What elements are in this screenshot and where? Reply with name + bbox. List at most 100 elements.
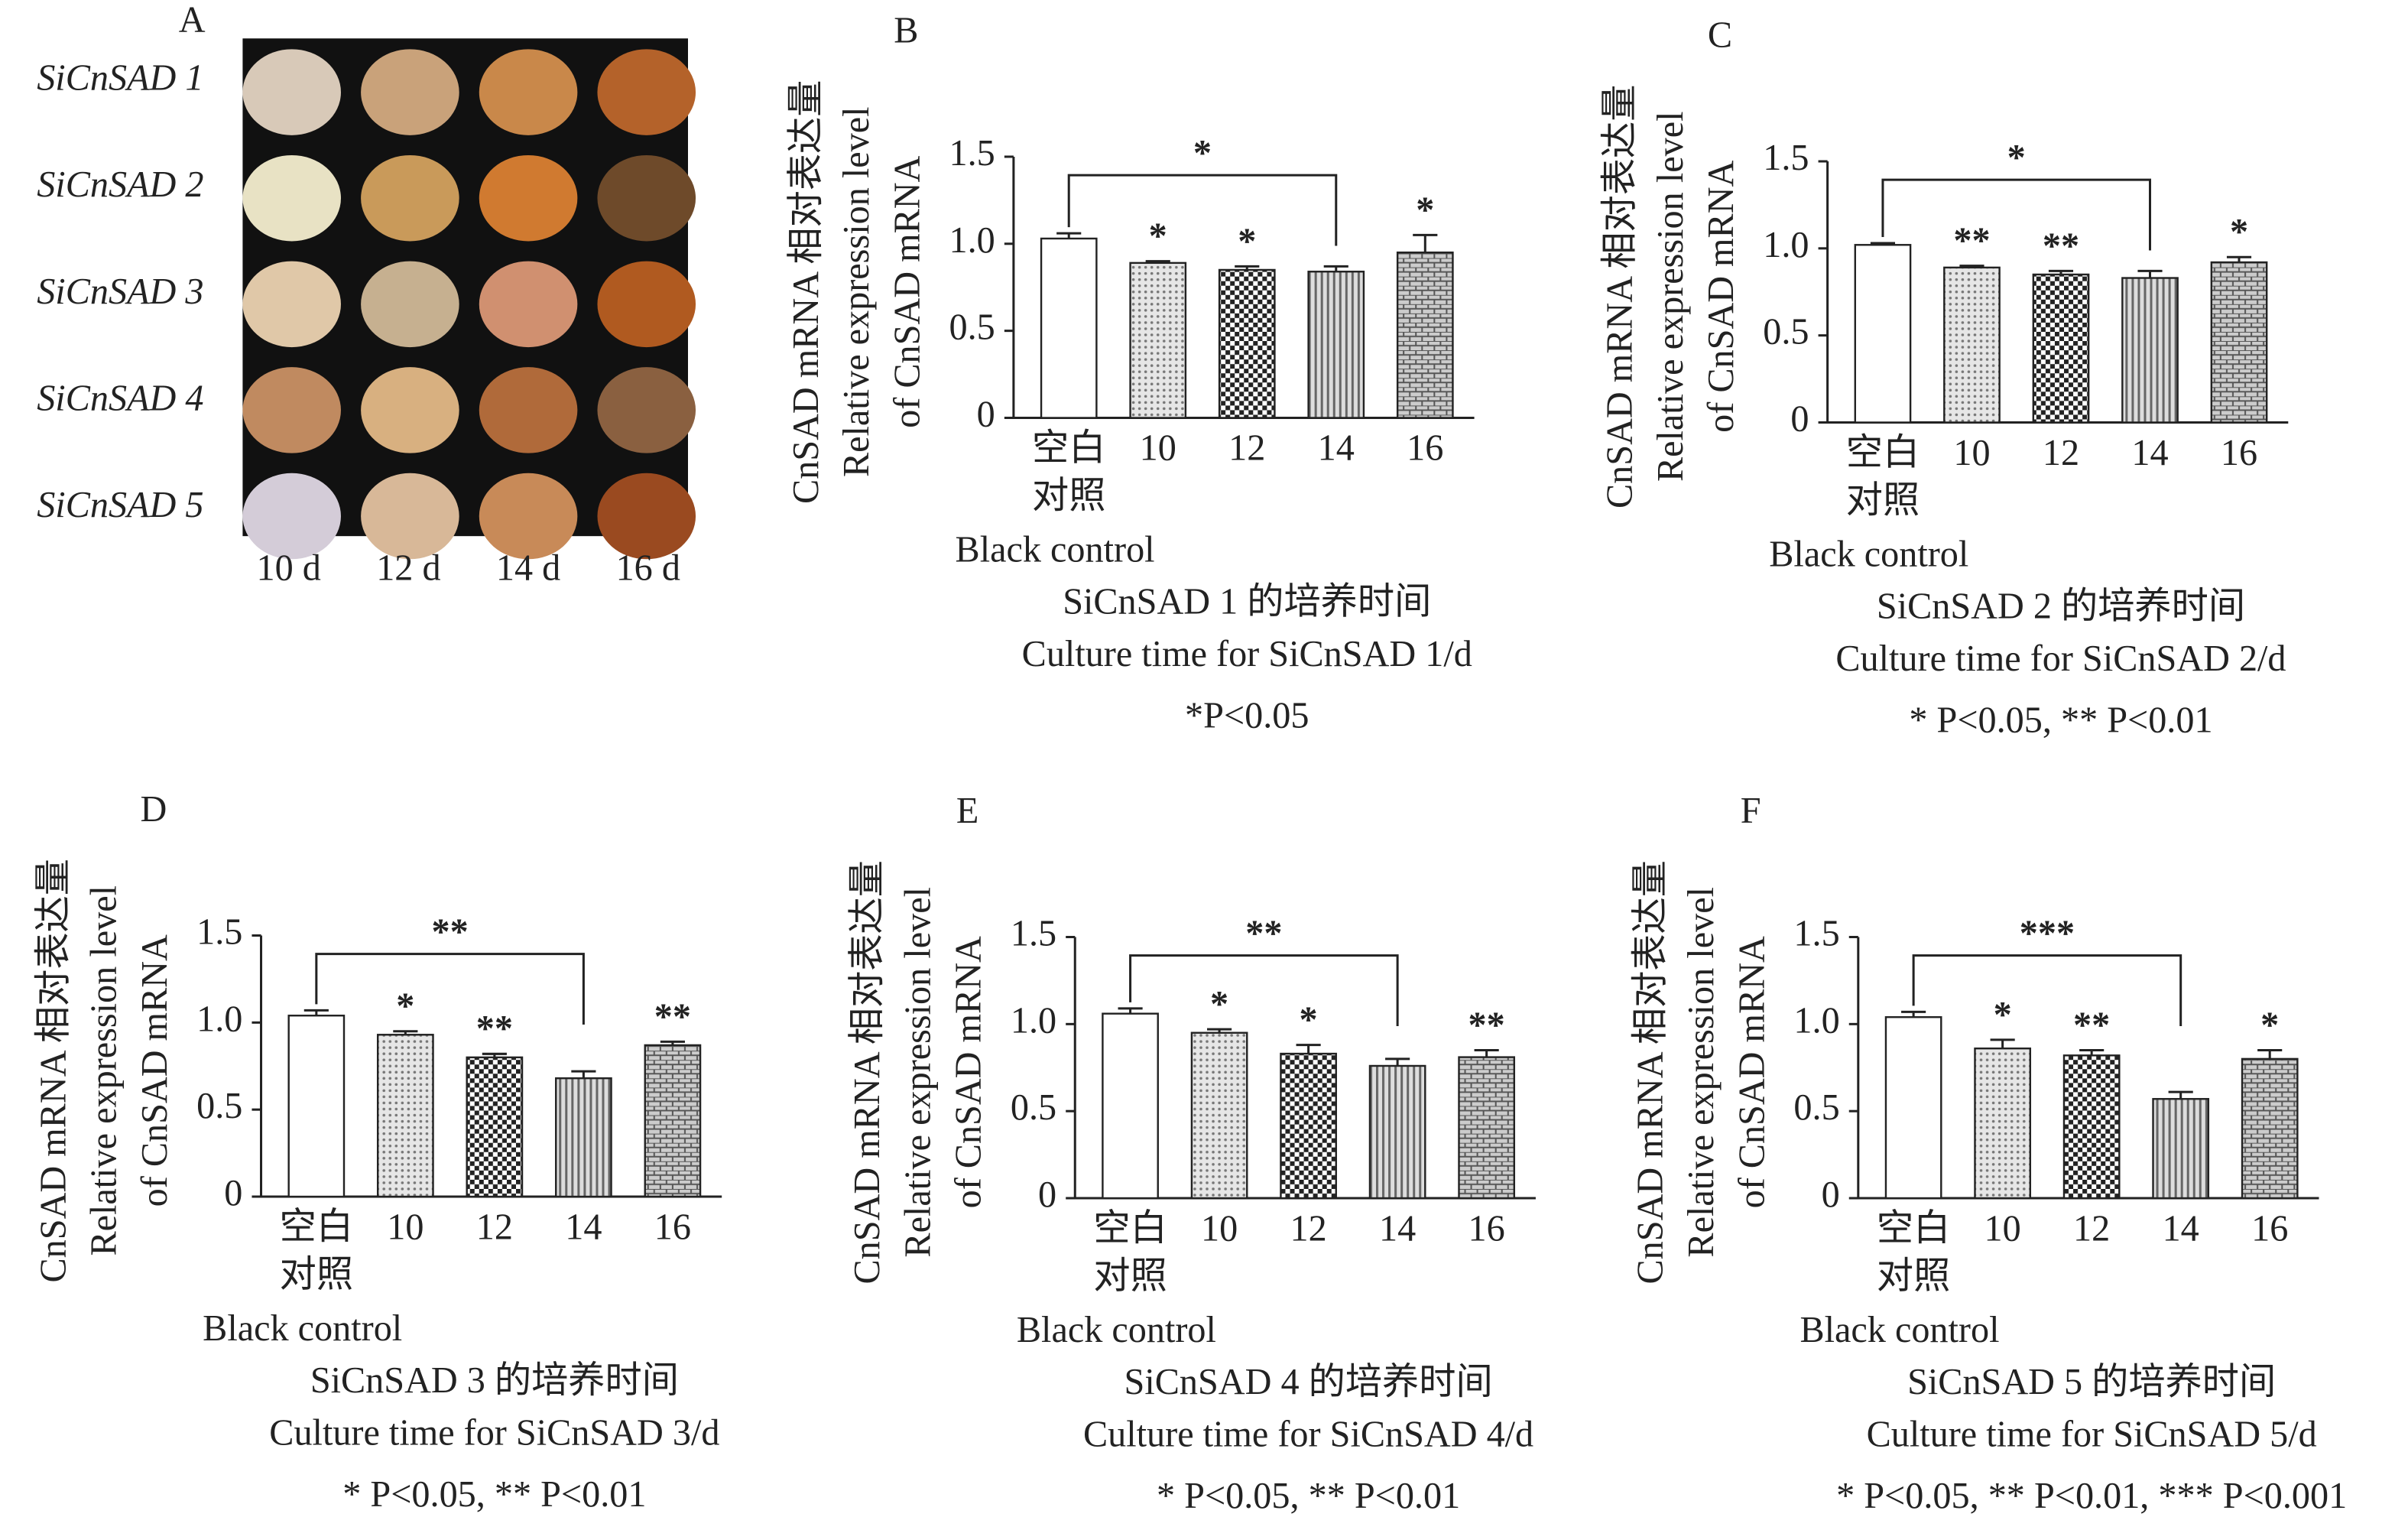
photo-sample <box>242 261 341 348</box>
significance-label: ** <box>1953 221 1990 261</box>
row-label: SiCnSAD 1 <box>37 58 203 99</box>
photo-sample <box>597 154 696 242</box>
photo-sample <box>597 473 696 560</box>
photo-sample <box>479 154 578 242</box>
y-axis-label: CnSAD mRNA 相对表达量 <box>786 80 826 504</box>
panel-letter: A <box>179 0 206 40</box>
photo-sample <box>361 261 459 348</box>
y-axis-label: of CnSAD mRNA <box>1701 160 1741 432</box>
bar <box>287 1015 346 1198</box>
photo <box>242 49 696 560</box>
x-axis-label: Culture time for SiCnSAD 1/d <box>1022 634 1472 674</box>
y-tick-label: 0 <box>1790 399 1809 440</box>
x-axis-label: SiCnSAD 1 的培养时间 <box>1063 582 1431 622</box>
bar <box>2032 273 2090 424</box>
y-tick-label: 0 <box>224 1173 242 1213</box>
x-axis-label: Culture time for SiCnSAD 4/d <box>1083 1414 1533 1454</box>
error-bar <box>1870 242 1896 245</box>
panel-letter: E <box>956 791 978 831</box>
photo-sample <box>242 49 341 135</box>
bar <box>1218 268 1276 419</box>
row-label: SiCnSAD 3 <box>37 271 203 312</box>
x-tick-label: 12 <box>2043 433 2079 473</box>
error-bar <box>1901 1010 1926 1018</box>
error-bar <box>2257 1048 2283 1059</box>
photo-sample <box>242 154 341 242</box>
footnote: * P<0.05, ** P<0.01 <box>342 1474 646 1515</box>
x-tick-label: 16 <box>654 1207 691 1247</box>
error-bar <box>1385 1057 1410 1066</box>
column-label: 10 d <box>256 547 320 588</box>
y-axis-label: Relative expression level <box>84 885 125 1256</box>
panel-letter: B <box>894 10 918 50</box>
bar <box>2210 261 2268 424</box>
x-axis-label: Culture time for SiCnSAD 5/d <box>1867 1414 2317 1454</box>
significance-label: ** <box>476 1009 513 1049</box>
y-tick-label: 1.5 <box>949 133 995 174</box>
x-tick-label: 10 <box>1201 1208 1238 1249</box>
x-tick-label: 10 <box>387 1207 424 1247</box>
bar <box>2062 1054 2121 1200</box>
bracket-label: *** <box>2020 914 2075 954</box>
y-axis-label: of CnSAD mRNA <box>1731 936 1772 1208</box>
significance-bracket <box>1067 174 1338 246</box>
x-tick-label: 14 <box>1318 428 1355 469</box>
significance-label: * <box>1149 216 1167 257</box>
bar <box>1974 1048 2032 1200</box>
x-tick-label: 10 <box>1984 1208 2021 1249</box>
y-tick-label: 0.5 <box>949 307 995 348</box>
bar <box>1190 1031 1248 1200</box>
column-label: 14 d <box>496 547 560 588</box>
photo-sample <box>242 473 341 560</box>
y-tick-label: 0.5 <box>1011 1087 1056 1128</box>
x-tick-label: 16 <box>2251 1208 2288 1249</box>
significance-label: * <box>1416 190 1434 230</box>
x-tick-label: 空白对照 <box>280 1207 353 1294</box>
x-tick-label: 空白对照 <box>1846 433 1920 521</box>
bar <box>1307 271 1365 419</box>
x-axis-label: SiCnSAD 2 的培养时间 <box>1877 586 2245 627</box>
row-label: SiCnSAD 4 <box>37 378 203 418</box>
panel-letter: C <box>1708 15 1732 55</box>
footnote: * P<0.05, ** P<0.01 <box>1157 1476 1460 1516</box>
y-tick-label: 1.0 <box>1011 1000 1056 1041</box>
x-tick-label: 14 <box>2131 433 2168 473</box>
significance-label: * <box>2230 212 2248 252</box>
x-tick-label: 空白对照 <box>1032 428 1105 516</box>
footnote: * P<0.05, ** P<0.01, *** P<0.001 <box>1836 1476 2347 1516</box>
bar <box>2121 277 2179 424</box>
error-bar <box>1413 233 1438 253</box>
significance-label: * <box>1238 221 1256 261</box>
photo-sample <box>361 473 459 560</box>
significance-label: * <box>1210 984 1228 1025</box>
y-tick-label: 1.0 <box>196 999 242 1039</box>
photo-sample <box>361 49 459 135</box>
photo-sample <box>479 473 578 560</box>
bar <box>1368 1064 1426 1200</box>
error-bar <box>1145 260 1170 263</box>
bracket-label: * <box>1193 133 1212 174</box>
control-label: Black control <box>956 529 1155 570</box>
x-tick-label: 10 <box>1953 433 1990 473</box>
significance-label: ** <box>1468 1005 1505 1045</box>
photo-sample <box>597 261 696 348</box>
x-tick-label: 14 <box>1379 1208 1416 1249</box>
error-bar <box>2048 269 2074 274</box>
error-bar <box>2168 1090 2193 1100</box>
y-tick-label: 1.0 <box>1763 225 1809 265</box>
y-tick-label: 0 <box>1038 1174 1056 1215</box>
photo-sample <box>361 367 459 453</box>
error-bar <box>482 1052 507 1057</box>
error-bar <box>2226 255 2252 263</box>
y-axis-label: Relative expression level <box>897 887 938 1258</box>
x-tick-label: 空白对照 <box>1877 1208 1950 1296</box>
significance-bracket <box>1912 954 2182 1027</box>
error-bar <box>1056 232 1082 239</box>
photo-sample <box>479 49 578 135</box>
panel-letter: D <box>140 789 167 830</box>
error-bar <box>303 1009 329 1016</box>
error-bar <box>660 1040 685 1045</box>
y-tick-label: 1.5 <box>1011 914 1056 954</box>
error-bar <box>1235 265 1260 270</box>
